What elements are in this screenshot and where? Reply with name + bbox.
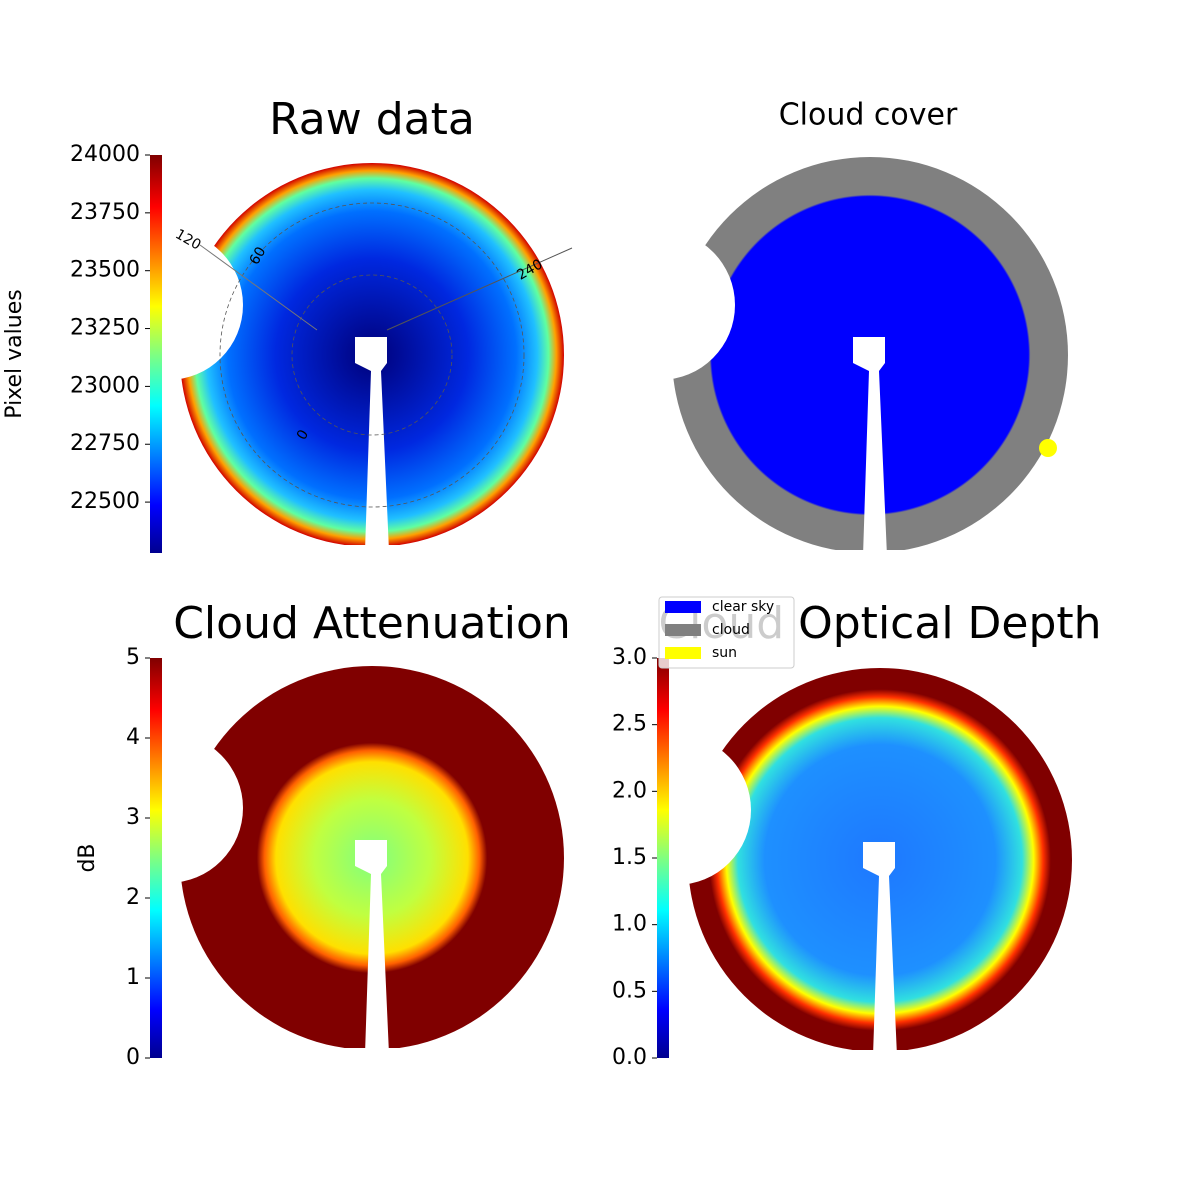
panel-title: Cloud Attenuation [173, 598, 571, 649]
colorbar-label: Pixel values [2, 289, 27, 418]
colorbar-tick-label: 4 [126, 725, 140, 750]
colorbar-tick-label: 22750 [70, 431, 140, 456]
colorbar-tick-label: 3 [126, 805, 140, 830]
panel-title: Cloud cover [779, 98, 958, 133]
image-mask [93, 733, 243, 883]
colorbar-tick-label: 23750 [70, 200, 140, 225]
colorbar-tick-label: 1.5 [612, 845, 647, 870]
image-mask [683, 1050, 1077, 1200]
legend-swatch [665, 647, 701, 659]
colorbar [150, 658, 162, 1058]
colorbar-tick-label: 24000 [70, 142, 140, 167]
legend: clear sky cloud sun [658, 596, 795, 669]
panel-title: Raw data [269, 94, 475, 145]
colorbar-tick-label: 23000 [70, 373, 140, 398]
colorbar-tick-label: 3.0 [612, 645, 647, 670]
colorbar-tick-label: 1 [126, 965, 140, 990]
camera-arm [355, 840, 389, 1054]
polar-axis [386, 247, 573, 331]
colorbar-tick-label: 2.0 [612, 778, 647, 803]
colorbar [150, 155, 162, 553]
colorbar-tick-label: 1.0 [612, 912, 647, 937]
legend-label: clear sky [712, 599, 774, 615]
colorbar [657, 658, 669, 1058]
polar-axis [199, 244, 318, 331]
legend-label: cloud [712, 622, 750, 638]
camera-arm [355, 337, 389, 551]
colorbar-tick-label: 0.0 [612, 1045, 647, 1070]
camera-arm [863, 842, 897, 1056]
colorbar-tick-label: 23500 [70, 258, 140, 283]
colorbar-label: dB [75, 843, 100, 872]
polar-grid [219, 202, 525, 508]
camera-arm [853, 337, 887, 556]
colorbar-tick-label: 2.5 [612, 712, 647, 737]
image-mask [601, 735, 751, 885]
image-mask [93, 230, 243, 380]
colorbar-tick-label: 2 [126, 885, 140, 910]
panels: Raw data12060240022500227502300023250235… [2, 94, 1102, 1200]
legend-swatch [665, 601, 701, 613]
image-mask [175, 1048, 569, 1200]
image-mask [585, 230, 735, 380]
sun-marker [1039, 439, 1057, 457]
polar-label: 60 [247, 244, 270, 267]
legend-swatch [665, 624, 701, 636]
colorbar-tick-label: 0 [126, 1045, 140, 1070]
colorbar-tick-label: 0.5 [612, 978, 647, 1003]
colorbar-tick-label: 5 [126, 645, 140, 670]
polar-grid [291, 274, 453, 436]
colorbar-tick-label: 23250 [70, 316, 140, 341]
legend-label: sun [712, 645, 737, 661]
colorbar-tick-label: 22500 [70, 489, 140, 514]
